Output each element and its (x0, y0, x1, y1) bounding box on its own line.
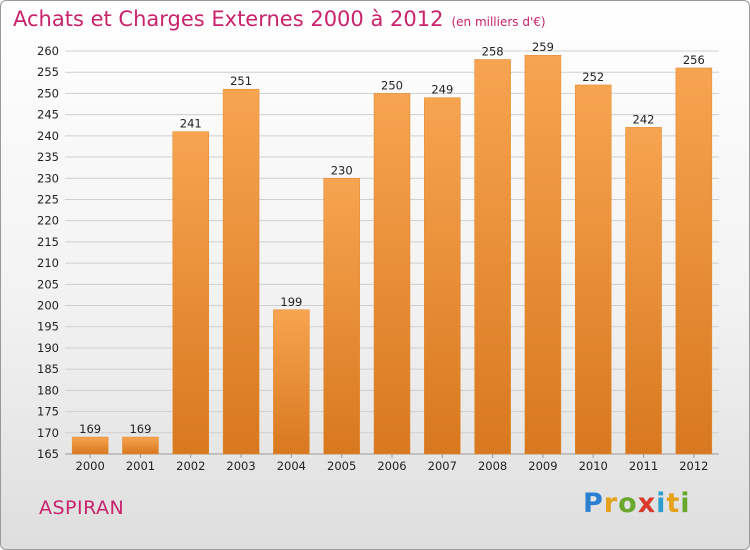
bar-2010 (574, 84, 612, 455)
y-tick-label: 165 (37, 447, 59, 461)
y-tick-label: 250 (37, 86, 59, 100)
y-tick-label: 240 (37, 129, 59, 143)
y-tick-label: 210 (37, 256, 59, 270)
y-tick-label: 245 (37, 108, 59, 122)
logo-letter: r (603, 488, 619, 519)
logo-letter: i (656, 488, 667, 519)
y-tick-label: 185 (37, 362, 59, 376)
y-tick-label: 195 (37, 320, 59, 334)
x-tick-label: 2011 (629, 459, 658, 473)
proxiti-logo[interactable]: Proxiti (583, 488, 691, 519)
y-tick-label: 225 (37, 192, 59, 206)
x-axis: 2000 2001 2002 2003 2004 2005 2006 2007 2008 2009… (76, 454, 708, 473)
y-tick-label: 215 (37, 235, 59, 249)
bar-2000 (71, 436, 109, 455)
data-label-2000: 169 (79, 422, 101, 436)
chart-unit-note: (en milliers d'€) (451, 15, 546, 29)
bar-2008 (474, 59, 511, 455)
y-axis: 165 170 175 180 185 190 195 200 205 210 215 220 225 2… (37, 44, 59, 461)
x-tick-label: 2006 (377, 459, 406, 473)
chart-title-text: Achats et Charges Externes 2000 à 2012 (13, 7, 444, 31)
bar-2005 (323, 178, 360, 455)
x-tick-label: 2010 (579, 459, 608, 473)
x-tick-label: 2008 (478, 459, 507, 473)
data-label-2007: 249 (431, 83, 453, 97)
bar-2004 (273, 309, 310, 455)
logo-letter: o (618, 488, 638, 519)
x-tick-label: 2000 (76, 459, 105, 473)
y-tick-label: 180 (37, 383, 59, 397)
bar-2011 (625, 127, 662, 455)
data-label-2008: 258 (482, 44, 504, 58)
bars: 169 169 241 251 199 230 250 249 258 259 252 242 256 (71, 40, 713, 455)
x-tick-label: 2007 (428, 459, 457, 473)
data-label-2002: 241 (180, 117, 202, 131)
x-tick-label: 2004 (277, 459, 306, 473)
logo-letter: P (583, 488, 604, 519)
x-tick-label: 2002 (176, 459, 205, 473)
data-label-2009: 259 (532, 40, 554, 54)
y-tick-label: 260 (37, 44, 59, 58)
bar-2006 (373, 93, 411, 455)
y-tick-label: 220 (37, 214, 59, 228)
y-tick-label: 170 (37, 426, 59, 440)
y-tick-label: 230 (37, 171, 59, 185)
chart-title: Achats et Charges Externes 2000 à 2012 (e… (13, 7, 546, 31)
data-label-2001: 169 (129, 422, 151, 436)
commune-name: ASPIRAN (39, 497, 125, 519)
data-label-2005: 230 (331, 163, 353, 177)
logo-letter: t (666, 488, 681, 519)
y-tick-label: 190 (37, 341, 59, 355)
bar-2007 (424, 97, 461, 455)
y-tick-label: 205 (37, 277, 59, 291)
data-label-2006: 250 (381, 78, 403, 92)
x-tick-label: 2003 (226, 459, 255, 473)
x-tick-label: 2001 (126, 459, 155, 473)
data-label-2012: 256 (683, 53, 705, 67)
data-label-2010: 252 (582, 70, 604, 84)
y-tick-label: 175 (37, 405, 59, 419)
bar-2003 (222, 88, 260, 455)
y-tick-label: 255 (37, 65, 59, 79)
data-label-2003: 251 (230, 74, 252, 88)
data-label-2011: 242 (633, 112, 655, 126)
y-tick-label: 200 (37, 299, 59, 313)
x-tick-label: 2009 (528, 459, 557, 473)
data-label-2004: 199 (280, 295, 302, 309)
logo-letter: i (680, 488, 691, 519)
x-tick-label: 2005 (327, 459, 356, 473)
y-tick-label: 235 (37, 150, 59, 164)
bar-2009 (524, 54, 562, 455)
bar-2002 (172, 131, 210, 455)
logo-letter: x (637, 488, 657, 519)
bar-2012 (675, 67, 713, 455)
bar-2001 (122, 436, 159, 455)
x-tick-label: 2012 (679, 459, 708, 473)
